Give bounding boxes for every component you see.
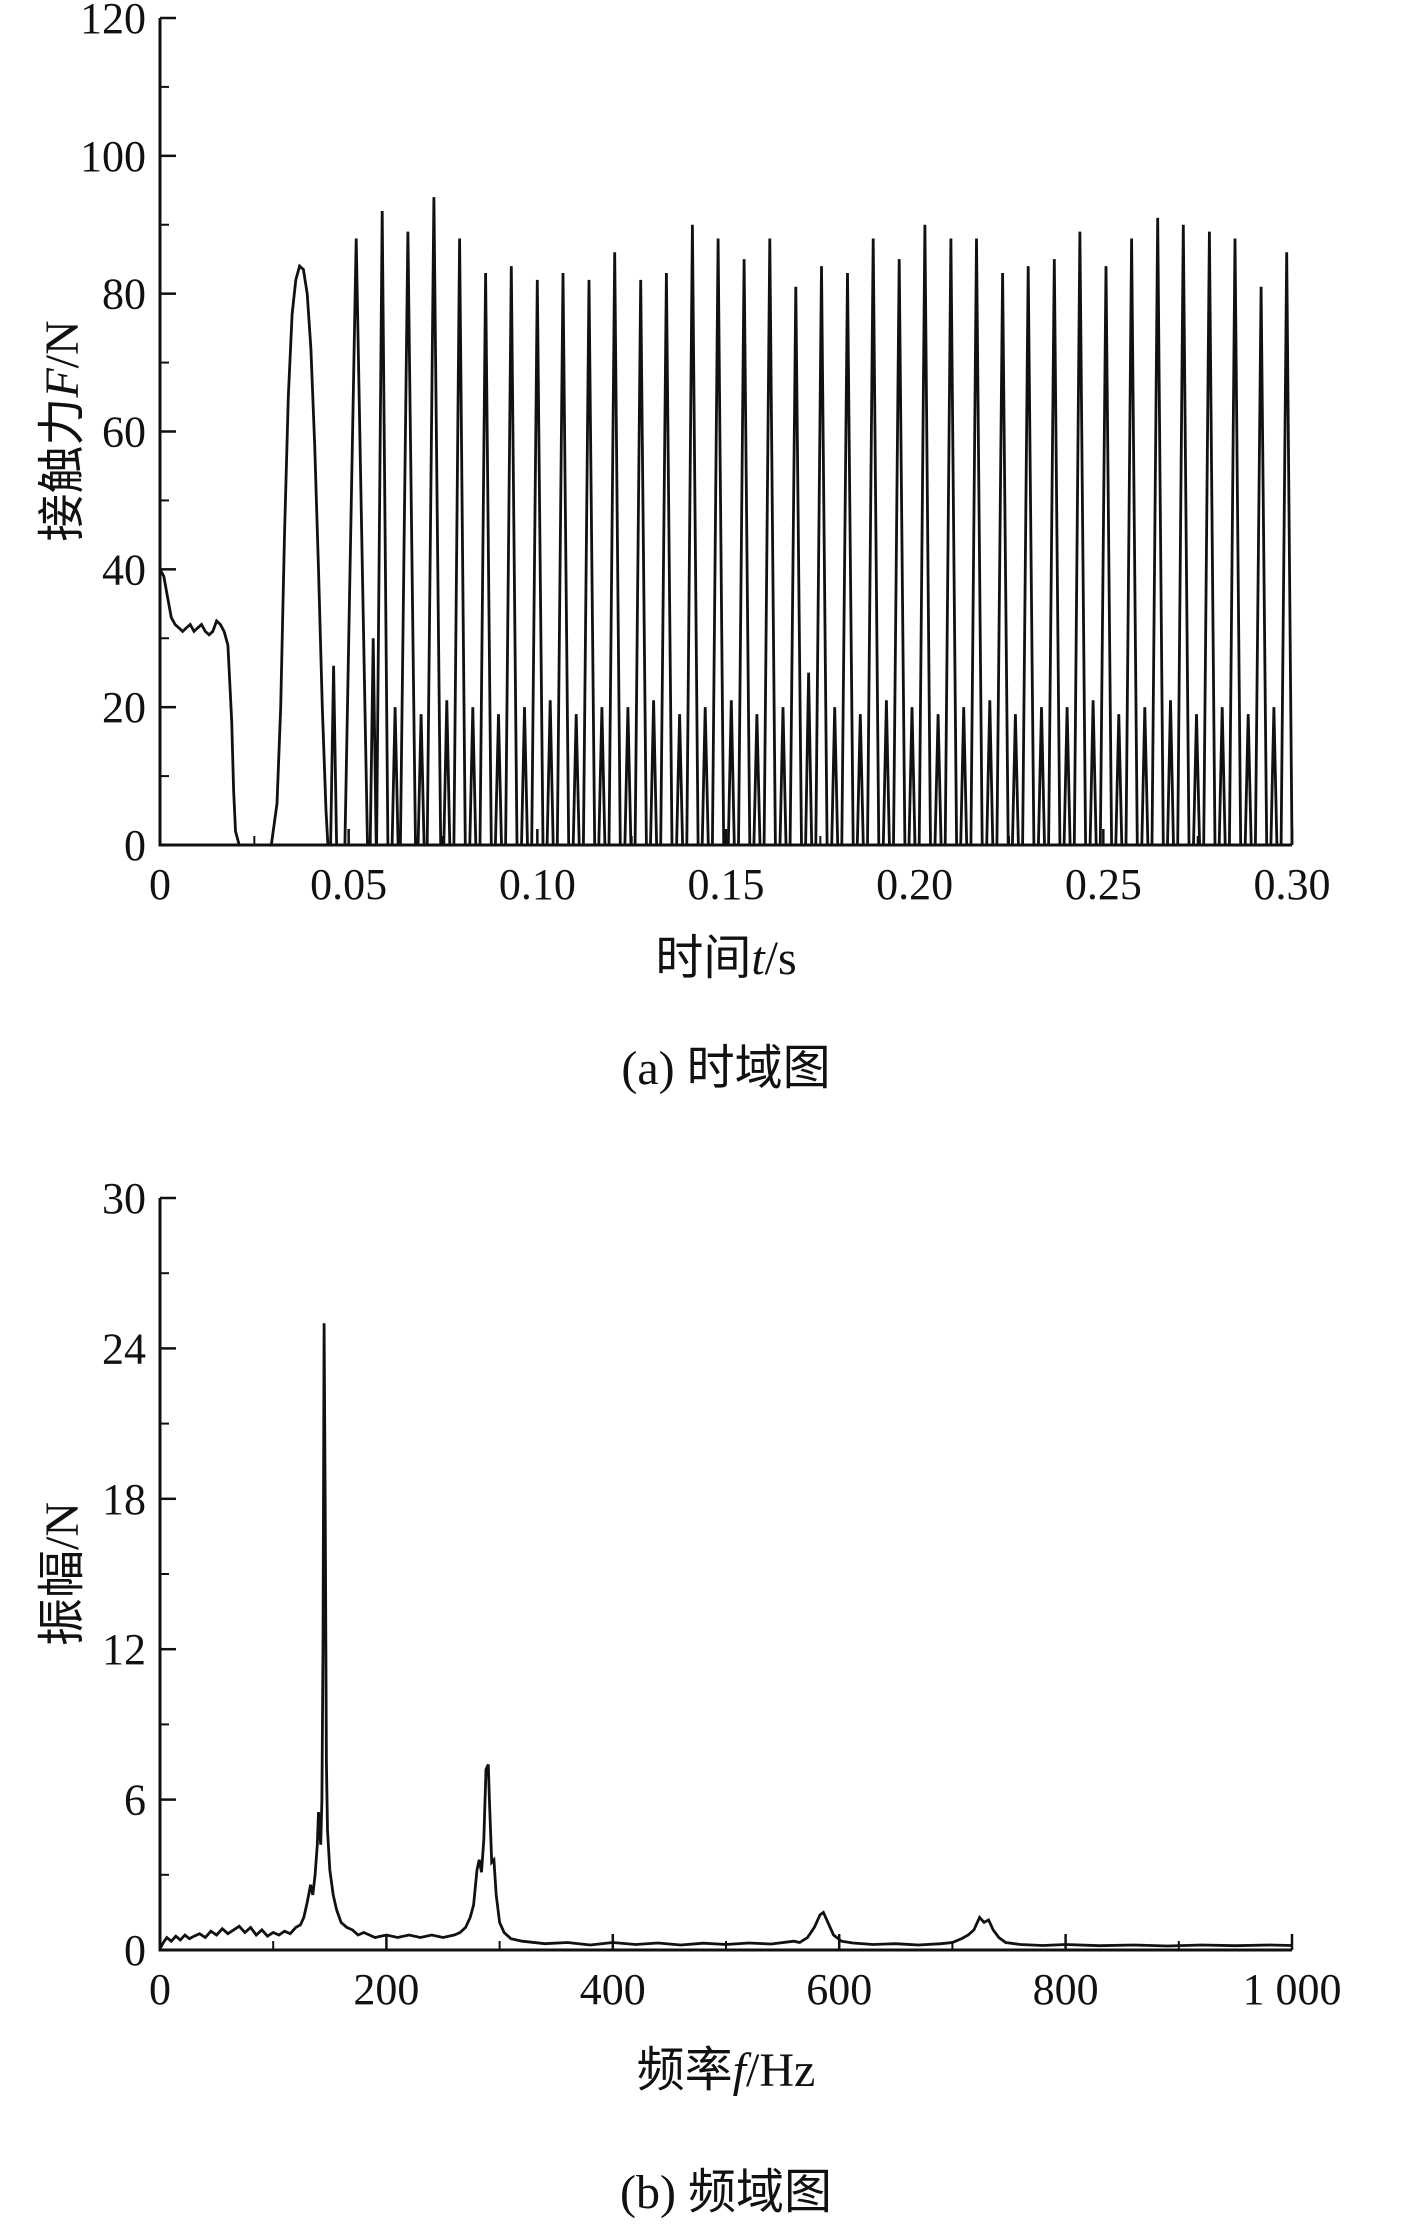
x-tick-label: 0.30 (1254, 860, 1331, 909)
x-tick-label: 1 000 (1243, 1965, 1342, 2014)
y-tick-label: 100 (80, 132, 146, 181)
x-tick-label: 0 (149, 1965, 171, 2014)
x-label-unit: /s (764, 932, 797, 985)
y-tick-label: 20 (102, 683, 146, 732)
frequency-domain-chart: 0 200 400 600 800 1 000 0 6 12 18 24 30 (102, 1174, 1342, 2014)
y-label-unit: /N (36, 320, 89, 369)
y-label-text: 振幅 (36, 1549, 89, 1647)
y-label-unit: /N (36, 1501, 89, 1550)
x-tick-label: 0.05 (310, 860, 387, 909)
y-tick-label: 24 (102, 1324, 146, 1373)
subfigure-b-caption: (b) 频域图 (620, 2166, 832, 2219)
x-label-text: 时间 (655, 932, 752, 985)
y-tick-label: 18 (102, 1475, 146, 1524)
subfigure-a-caption: (a) 时域图 (621, 1042, 831, 1095)
time-domain-chart: 0 0.05 0.10 0.15 0.20 0.25 0.30 0 20 40 60 80 100 120 (80, 0, 1331, 909)
frequency-domain-y-axis-label: 振幅/N (22, 1502, 92, 1646)
time-domain-y-axis-label: 接触力F/N (22, 320, 92, 541)
x-tick-label: 0.25 (1065, 860, 1142, 909)
x-tick-label: 800 (1033, 1965, 1099, 2014)
y-tick-label: 6 (124, 1776, 146, 1825)
axes (158, 1198, 1292, 1952)
y-tick-label: 30 (102, 1174, 146, 1223)
x-tick-label: 0.10 (499, 860, 576, 909)
frequency-domain-curve (158, 1323, 1293, 1950)
time-domain-x-axis-label: 时间t/s (160, 918, 1292, 988)
x-tick-label: 600 (806, 1965, 872, 2014)
x-tick-label: 0.15 (688, 860, 765, 909)
y-tick-label: 0 (124, 821, 146, 870)
y-tick-label: 80 (102, 270, 146, 319)
x-label-variable: f (732, 2044, 747, 2097)
y-label-variable: F (36, 368, 89, 398)
x-label-unit: /Hz (746, 2044, 816, 2097)
y-tick-label: 60 (102, 408, 146, 457)
x-label-variable: t (751, 932, 765, 985)
y-tick-label: 40 (102, 545, 146, 594)
x-tick-label: 400 (580, 1965, 646, 2014)
y-tick-label: 0 (124, 1926, 146, 1975)
y-tick-label: 12 (102, 1625, 146, 1674)
time-domain-curve (158, 197, 1294, 847)
axes (158, 18, 1292, 847)
x-label-text: 频率 (636, 2044, 733, 2097)
x-tick-label: 0.20 (876, 860, 953, 909)
x-tick-label: 200 (353, 1965, 419, 2014)
frequency-domain-x-axis-label: 频率f/Hz (160, 2030, 1292, 2100)
y-tick-label: 120 (80, 0, 146, 43)
x-tick-label: 0 (149, 860, 171, 909)
y-label-text: 接触力 (36, 397, 89, 542)
